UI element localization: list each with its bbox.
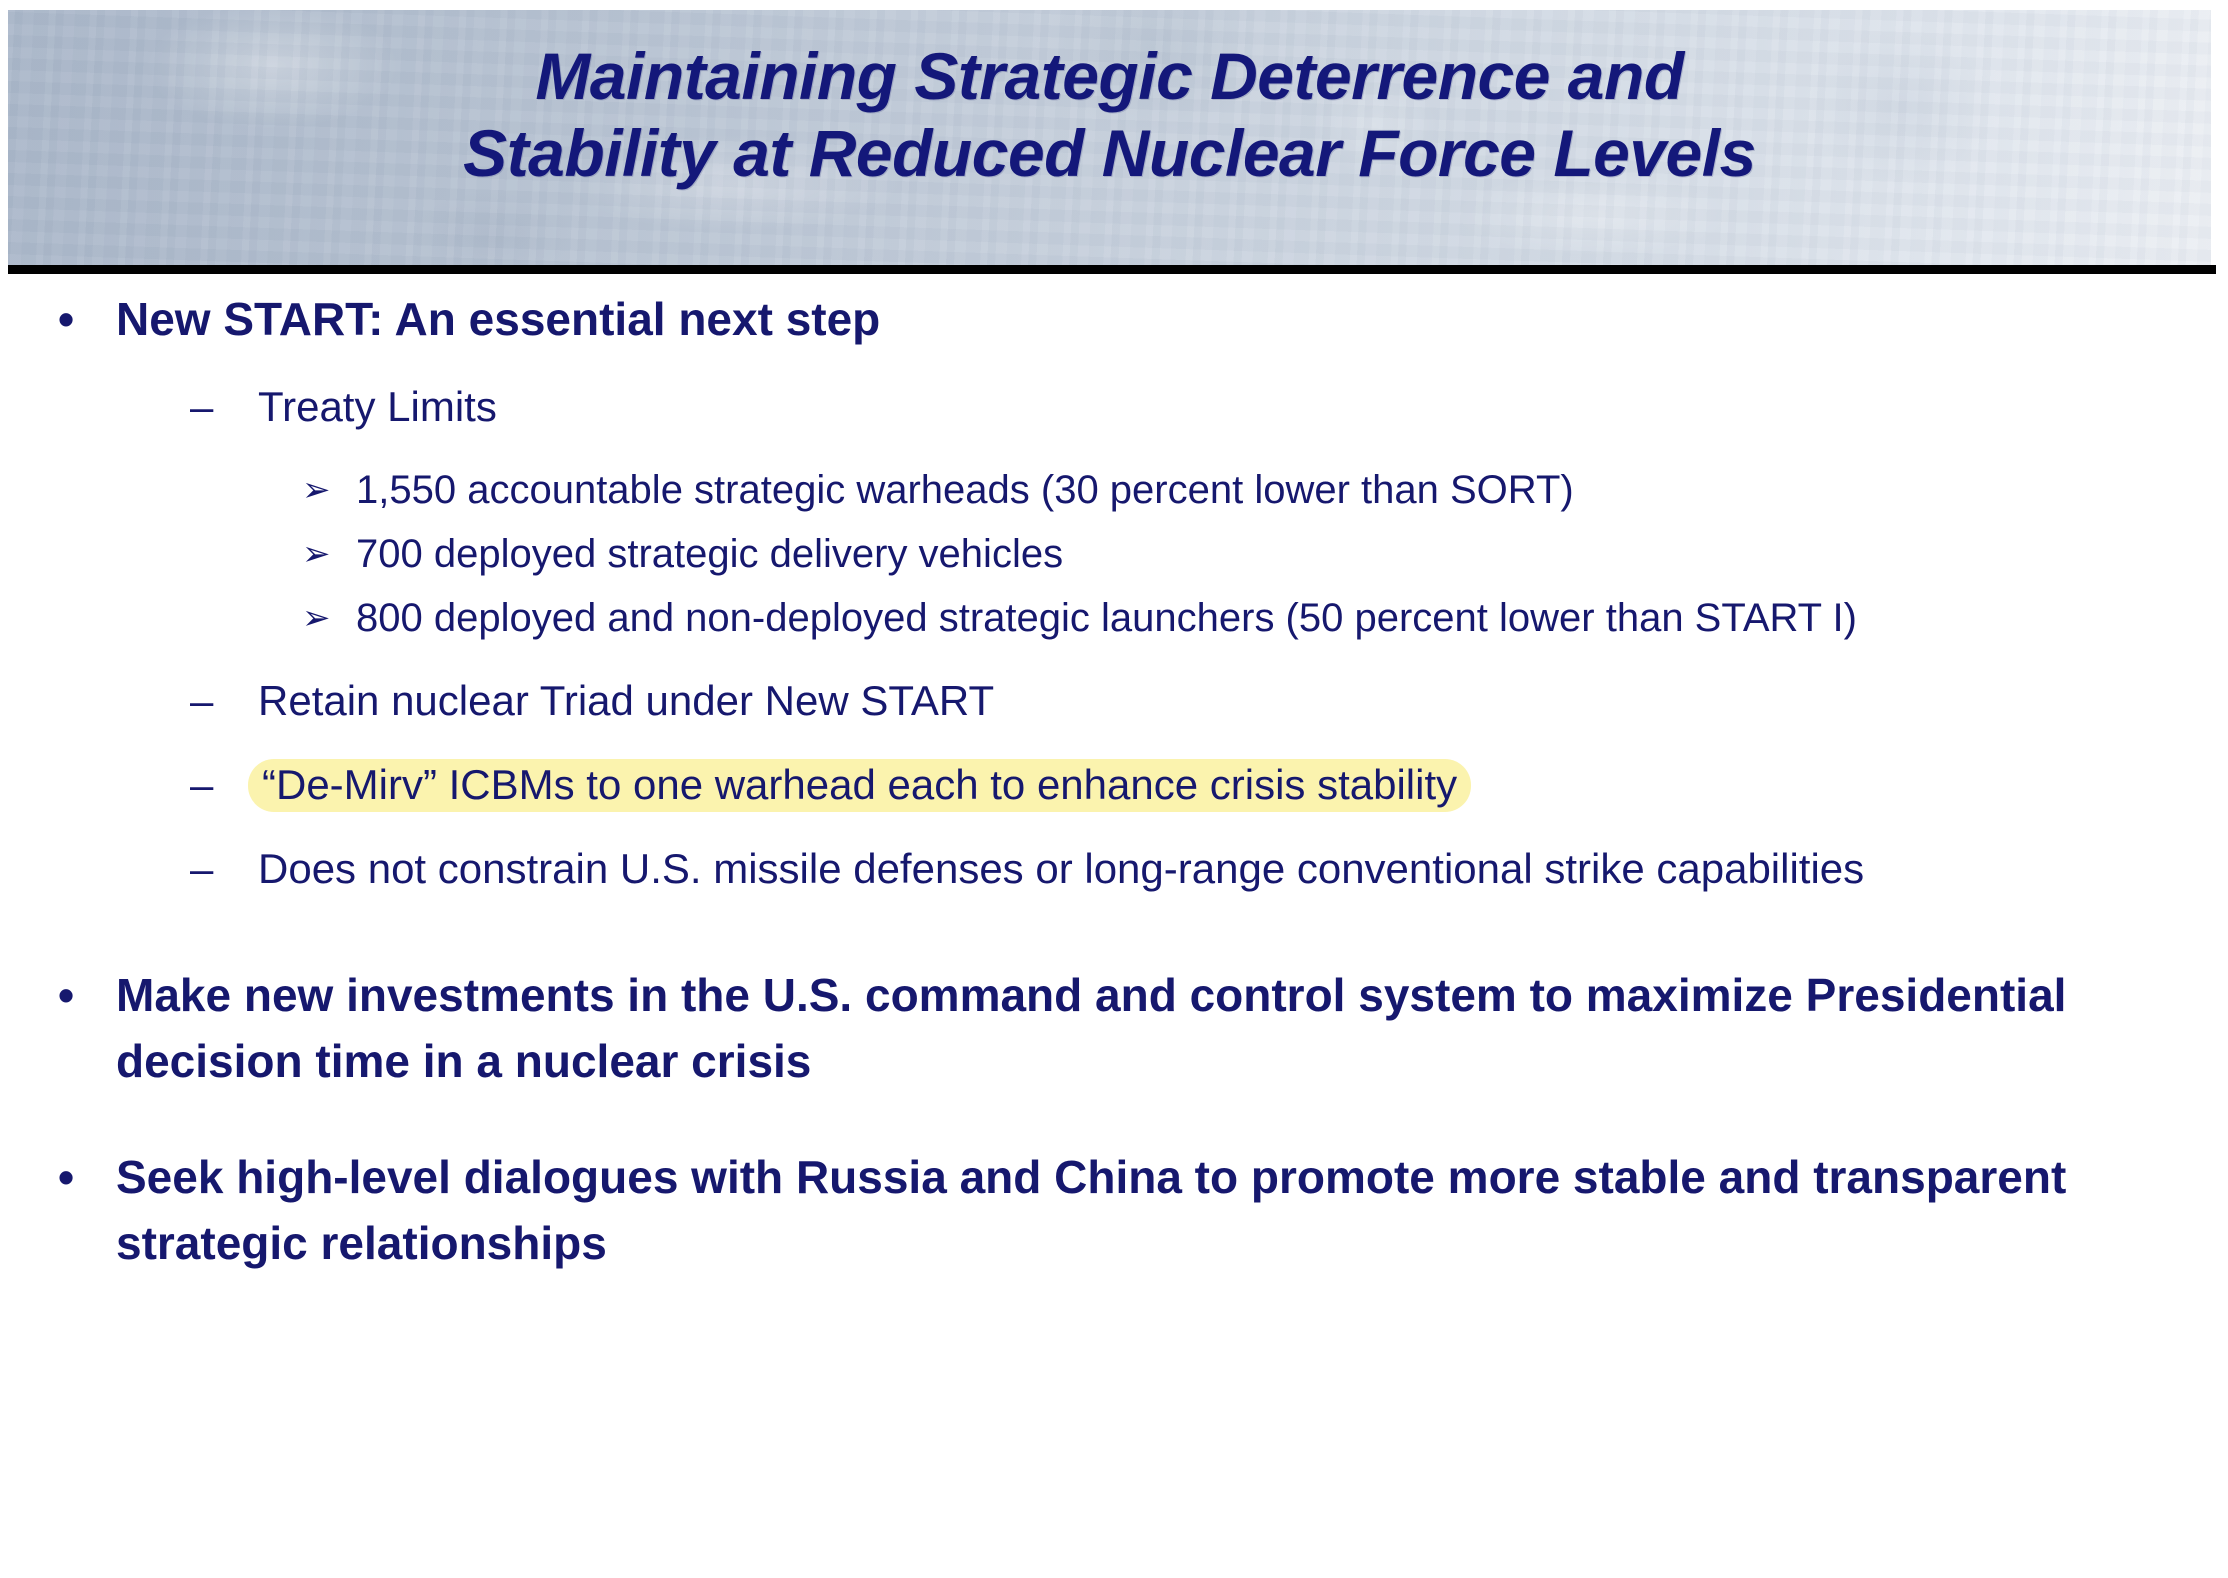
bullet-text: Does not constrain U.S. missile defenses… — [258, 845, 1865, 892]
bullet-text: New START: An essential next step — [116, 293, 881, 345]
bullet-dash-icon: – — [190, 845, 214, 892]
spacer — [0, 652, 2228, 670]
bullet-dash-icon: – — [190, 761, 214, 808]
slide-body: • New START: An essential next step – Tr… — [0, 286, 2228, 1282]
spacer — [0, 358, 2228, 376]
bullet-level3: ➢ 700 deployed strategic delivery vehicl… — [0, 524, 2228, 584]
bullet-text: 700 deployed strategic delivery vehicles — [356, 532, 1064, 576]
bullet-dash-icon: – — [190, 677, 214, 724]
bullet-arrowhead-icon: ➢ — [302, 471, 331, 509]
bullet-arrowhead-icon: ➢ — [302, 599, 331, 637]
bullet-text: 800 deployed and non-deployed strategic … — [356, 596, 1857, 640]
title-divider-rule — [8, 265, 2216, 274]
bullet-dash-icon: – — [190, 383, 214, 430]
spacer — [0, 736, 2228, 754]
spacer — [0, 442, 2228, 460]
highlighted-text: “De-Mirv” ICBMs to one warhead each to e… — [248, 759, 1472, 812]
bullet-level3: ➢ 1,550 accountable strategic warheads (… — [0, 460, 2228, 520]
bullet-level1: • New START: An essential next step — [0, 286, 2228, 352]
spacer — [0, 904, 2228, 962]
bullet-level1: • Seek high-level dialogues with Russia … — [0, 1144, 2228, 1276]
bullet-dot-icon: • — [58, 293, 75, 345]
bullet-text: Retain nuclear Triad under New START — [258, 677, 995, 724]
bullet-text: Treaty Limits — [258, 383, 497, 430]
bullet-level2-highlighted: – “De-Mirv” ICBMs to one warhead each to… — [0, 754, 2228, 816]
spacer — [0, 1100, 2228, 1144]
page-title: Maintaining Strategic Deterrence and Sta… — [8, 38, 2211, 191]
bullet-level1: • Make new investments in the U.S. comma… — [0, 962, 2228, 1094]
bullet-text: Make new investments in the U.S. command… — [116, 969, 2067, 1087]
page-title-line-1: Maintaining Strategic Deterrence and — [535, 39, 1684, 113]
bullet-level3: ➢ 800 deployed and non-deployed strategi… — [0, 588, 2228, 648]
page-title-line-2: Stability at Reduced Nuclear Force Level… — [463, 115, 1756, 190]
bullet-text: Seek high-level dialogues with Russia an… — [116, 1151, 2067, 1269]
bullet-text-wrapper: “De-Mirv” ICBMs to one warhead each to e… — [248, 754, 2158, 816]
bullet-dot-icon: • — [58, 969, 75, 1021]
title-banner: Maintaining Strategic Deterrence and Sta… — [8, 10, 2211, 265]
bullet-level2: – Treaty Limits — [0, 376, 2228, 438]
bullet-arrowhead-icon: ➢ — [302, 535, 331, 573]
bullet-text: 1,550 accountable strategic warheads (30… — [356, 468, 1574, 512]
bullet-level2: – Does not constrain U.S. missile defens… — [0, 838, 2228, 900]
bullet-level2: – Retain nuclear Triad under New START — [0, 670, 2228, 732]
bullet-dot-icon: • — [58, 1151, 75, 1203]
spacer — [0, 820, 2228, 838]
